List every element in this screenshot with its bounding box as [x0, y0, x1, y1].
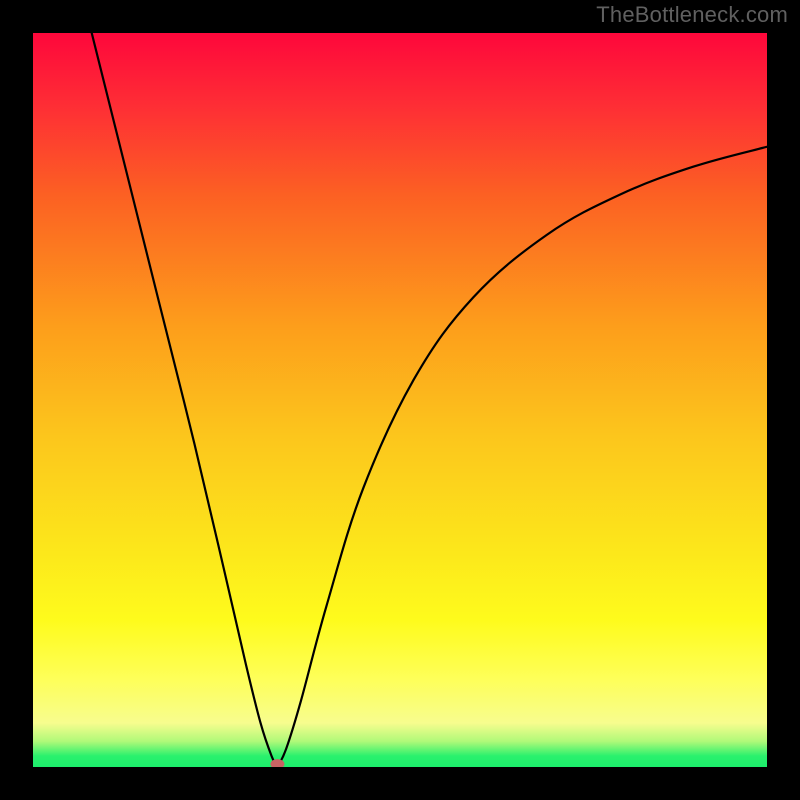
chart-background: [33, 33, 767, 767]
watermark-text: TheBottleneck.com: [596, 2, 788, 28]
bottleneck-chart: [33, 33, 767, 767]
chart-svg: [33, 33, 767, 767]
